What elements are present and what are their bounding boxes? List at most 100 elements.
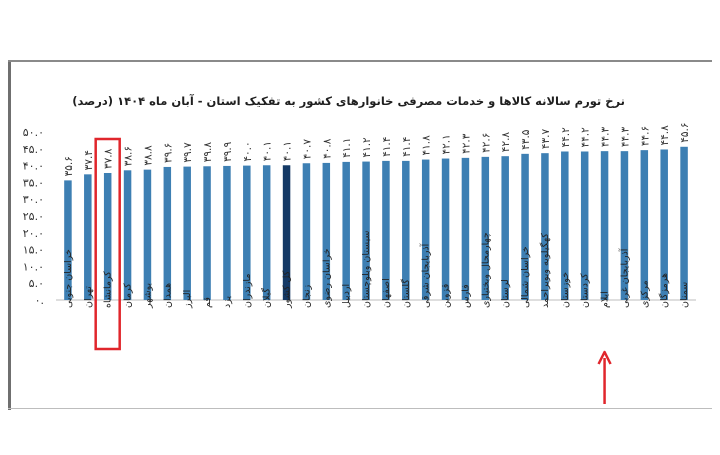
data-label: ۳۹.۸ — [202, 142, 214, 163]
category-label: کل کشور — [282, 270, 293, 309]
bar — [680, 146, 688, 300]
data-label: ۴۰.۷ — [301, 139, 313, 160]
data-label: ۳۹.۹ — [222, 141, 234, 162]
category-label: ایلام — [600, 291, 611, 308]
category-label: کردستان — [580, 273, 591, 308]
category-label: خراسان شمالی — [520, 246, 531, 308]
category-label: اصفهان — [381, 278, 392, 308]
y-tick-label: ۲۵.۰ — [23, 210, 44, 223]
data-label: ۴۴.۲ — [560, 127, 572, 148]
bar — [600, 151, 609, 300]
data-label: ۳۹.۷ — [182, 142, 194, 163]
data-label: ۳۷.۴ — [83, 150, 95, 170]
y-tick-label: ۴۵.۰ — [23, 143, 44, 156]
bar — [461, 157, 470, 300]
category-label: خراسان رضوی — [321, 248, 332, 308]
y-tick-label: ۱۵.۰ — [23, 244, 44, 257]
category-label: یزد — [222, 296, 233, 308]
y-tick-label: ۳۰.۰ — [23, 193, 44, 206]
data-label: ۴۱.۴ — [381, 137, 393, 157]
frame-left-border — [8, 60, 11, 410]
data-label: ۴۴.۸ — [659, 125, 671, 146]
category-label: بوشهر — [142, 283, 153, 309]
bar — [441, 158, 450, 300]
bar — [521, 153, 529, 300]
data-label: ۴۱.۱ — [341, 138, 353, 158]
category-label: البرز — [182, 290, 193, 309]
data-label: ۴۰.۰ — [242, 141, 254, 161]
bar — [203, 166, 211, 300]
data-label: ۴۰.۸ — [321, 138, 333, 159]
y-tick-label: ۰. — [35, 294, 44, 307]
category-label: لرستان — [500, 279, 511, 308]
category-label: کرمانشاه — [103, 271, 114, 308]
data-label: ۴۰.۱ — [262, 141, 274, 161]
bar — [620, 151, 629, 300]
bar — [501, 156, 509, 300]
y-tick-label: ۲۰.۰ — [23, 227, 44, 240]
data-label: ۴۵.۶ — [679, 123, 691, 143]
category-label: تهران — [83, 286, 94, 308]
category-label: سمنان — [679, 282, 690, 308]
category-label: کهگیلویه وبویراحمد — [539, 233, 551, 308]
bar — [322, 162, 331, 300]
bar — [243, 165, 251, 300]
bar — [580, 151, 589, 300]
bar — [163, 166, 172, 300]
category-label: قم — [202, 297, 213, 308]
bar — [123, 170, 132, 300]
data-label: ۳۵.۶ — [63, 156, 75, 176]
bar — [103, 172, 112, 300]
data-label: ۴۳.۷ — [540, 129, 552, 150]
bar — [402, 160, 410, 300]
bar — [561, 151, 569, 300]
data-label: ۴۲.۸ — [500, 132, 512, 153]
chart-title: نرخ تورم سالانه کالاها و خدمات مصرفی خان… — [72, 94, 625, 108]
category-label: گیلان — [261, 287, 273, 308]
bar — [223, 165, 231, 300]
category-label: همدان — [162, 283, 173, 308]
category-label: آذربایجان غربی — [617, 248, 630, 308]
y-tick-label: ۴۰.۰ — [23, 160, 44, 173]
bar — [342, 161, 350, 300]
data-label: ۴۴.۳ — [619, 127, 631, 148]
data-label: ۳۸.۸ — [142, 145, 154, 166]
data-label: ۴۰.۱ — [282, 141, 294, 161]
data-label: ۴۴.۲ — [580, 127, 592, 148]
data-label: ۳۷.۸ — [103, 148, 115, 169]
data-label: ۴۴.۶ — [639, 126, 651, 146]
bar — [640, 150, 649, 300]
bar — [183, 166, 191, 300]
y-tick-label: ۵.۰ — [29, 277, 44, 290]
highlight-box — [94, 137, 121, 351]
category-label: مازندران — [242, 274, 253, 308]
data-label: ۴۱.۸ — [421, 135, 433, 156]
data-label: ۴۳.۵ — [520, 129, 532, 150]
category-label: زنجان — [301, 284, 312, 308]
bar — [143, 169, 152, 300]
data-label: ۴۱.۴ — [401, 137, 413, 157]
category-label: مرکزی — [639, 280, 650, 308]
bar — [382, 160, 390, 300]
y-tick-label: ۵۰.۰ — [23, 126, 44, 139]
data-label: ۴۲.۶ — [480, 133, 492, 153]
bar — [421, 159, 430, 300]
category-label: کرمان — [123, 283, 134, 308]
data-label: ۴۲.۱ — [441, 134, 453, 154]
bar — [84, 174, 92, 300]
data-label: ۴۲.۳ — [460, 133, 472, 154]
category-label: خوزستان — [560, 272, 571, 308]
category-label: آذربایجان شرقی — [419, 243, 432, 308]
y-tick-label: ۱۰.۰ — [23, 260, 44, 273]
category-label: چهارمحال وبختیاری — [480, 232, 491, 308]
data-label: ۳۸.۶ — [123, 146, 135, 166]
category-label: فارس — [460, 284, 471, 308]
category-label: سیستان وبلوچستان — [361, 231, 372, 308]
bar — [362, 161, 370, 300]
bar — [481, 156, 490, 300]
data-label: ۴۱.۲ — [361, 137, 373, 158]
data-label: ۳۹.۶ — [162, 143, 174, 163]
data-label: ۴۴.۳ — [600, 127, 612, 148]
